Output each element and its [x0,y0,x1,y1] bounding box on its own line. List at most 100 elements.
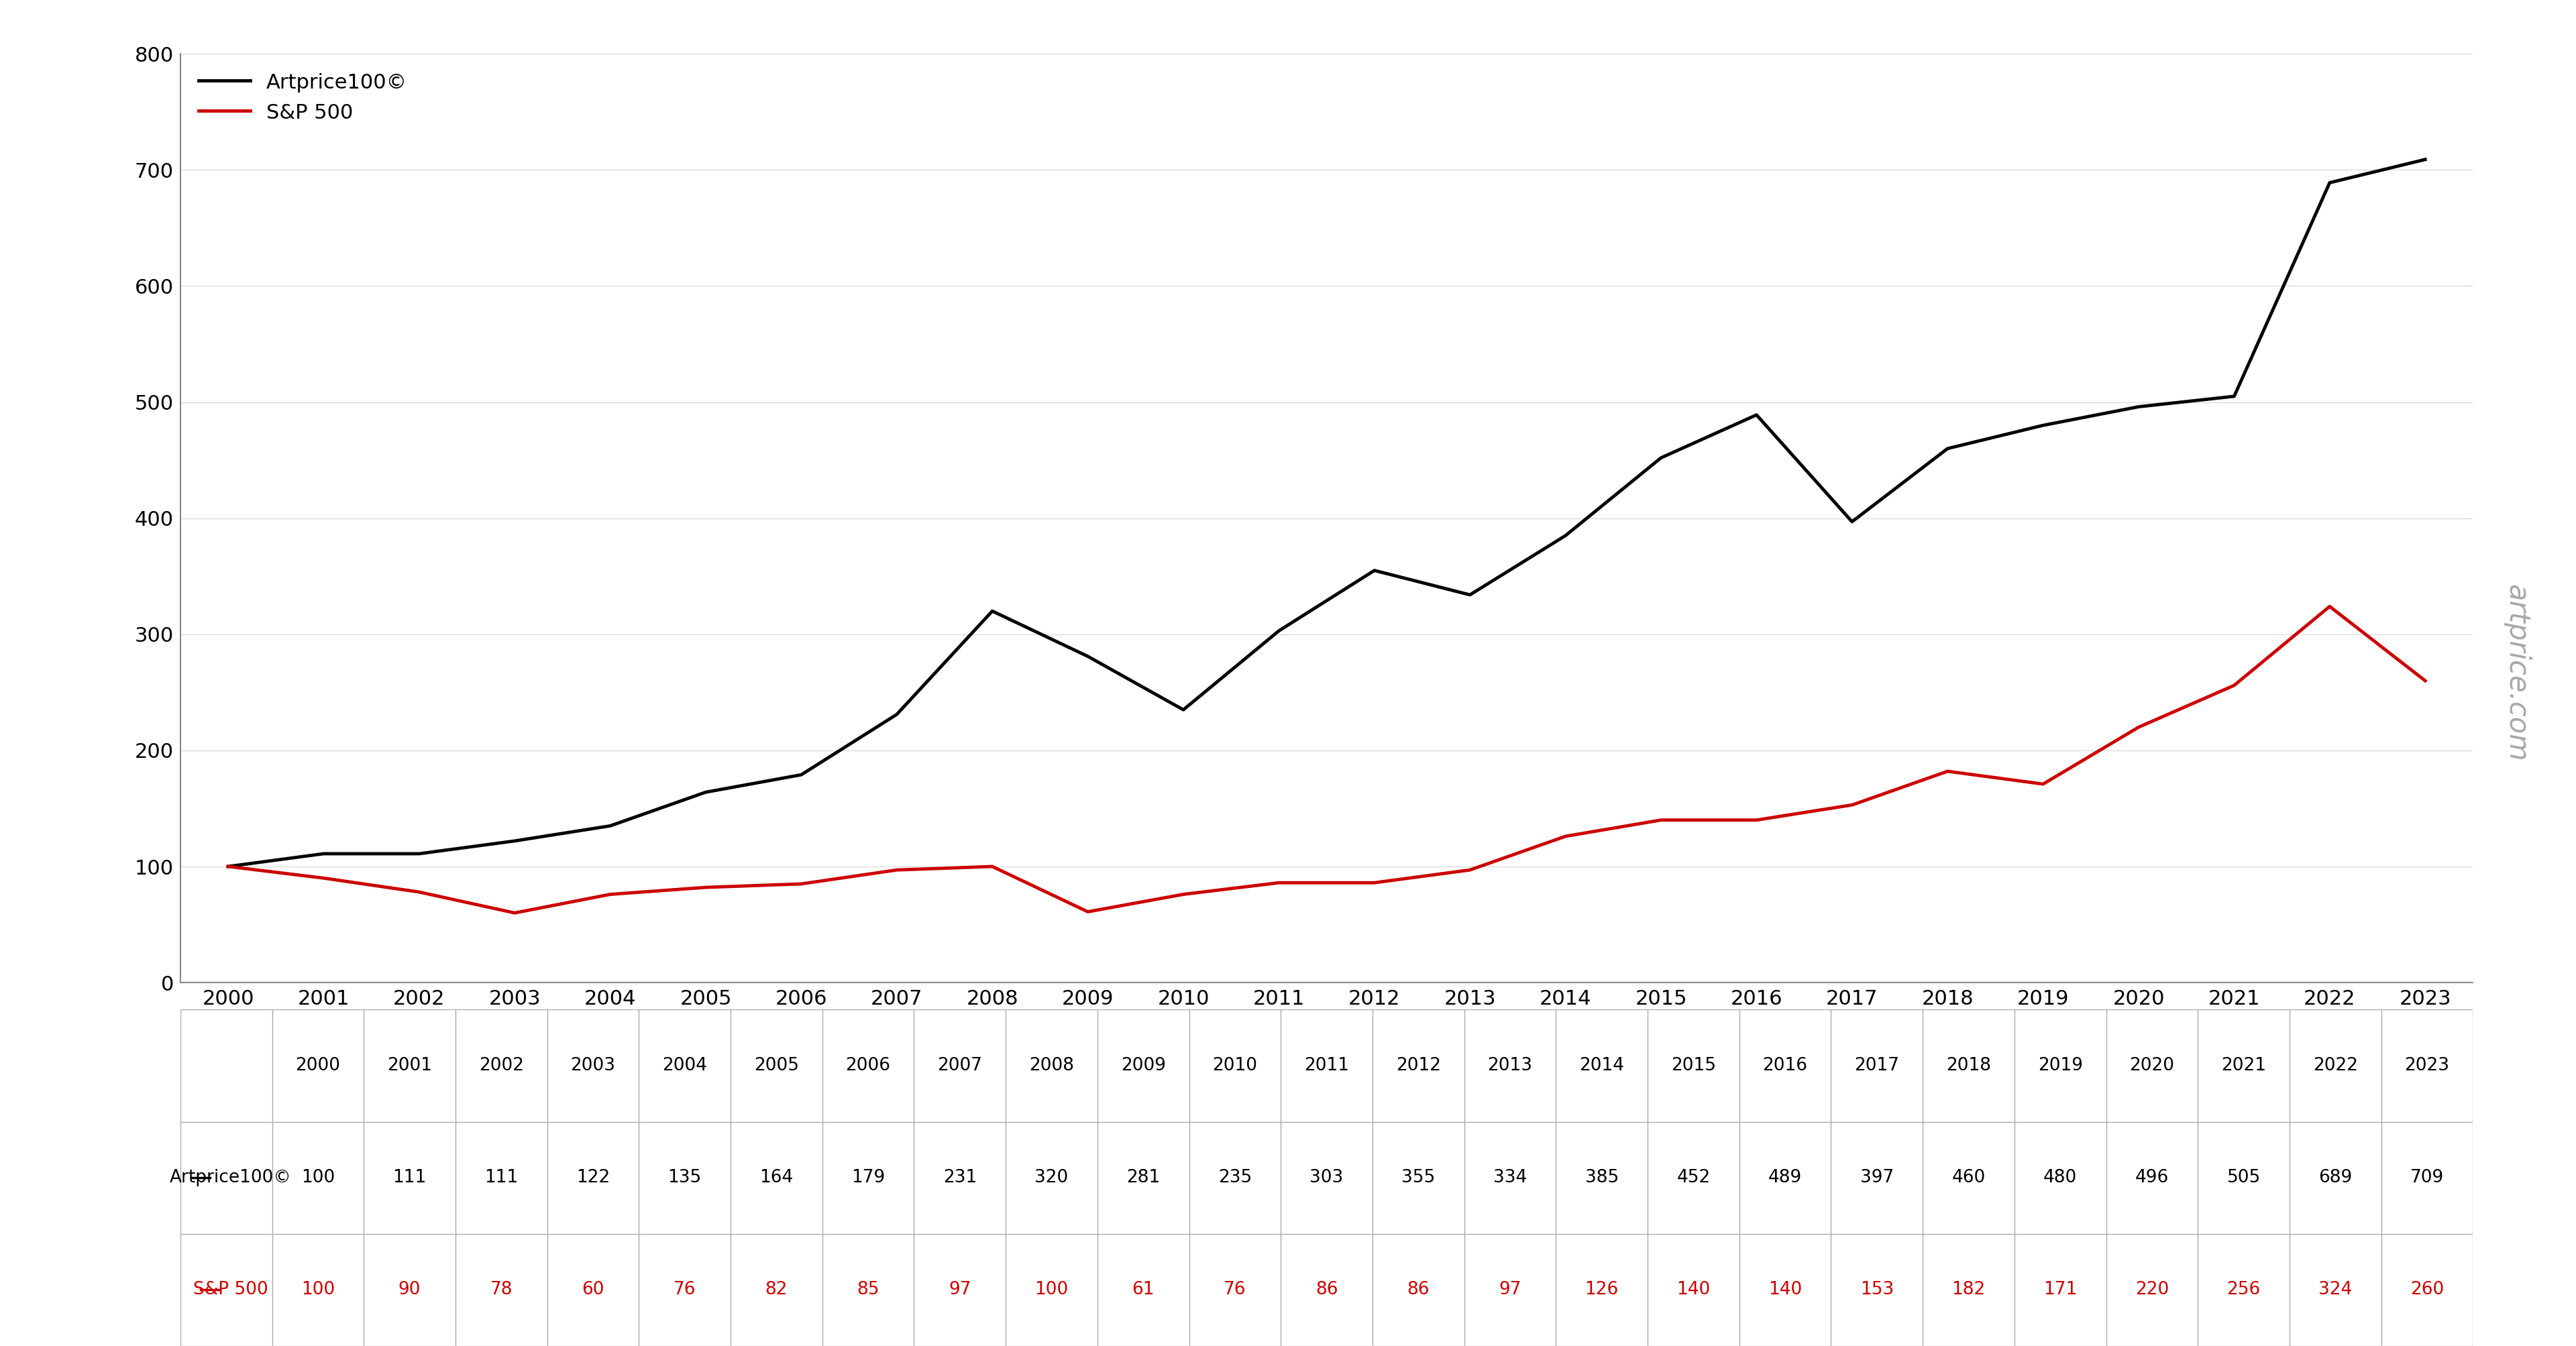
Artprice100© [2409,151,2439,167]
S&P 500 [976,859,1007,875]
Text: 140: 140 [1767,1281,1803,1299]
Artprice100© [595,818,626,835]
Text: 2019: 2019 [2038,1057,2084,1074]
S&P 500 [1262,875,1293,891]
Text: 260: 260 [2411,1281,2445,1299]
Artprice100© [1167,701,1198,717]
Text: 76: 76 [672,1281,696,1299]
S&P 500 [2027,777,2058,793]
S&P 500 [786,876,817,892]
Text: 2018: 2018 [1945,1057,1991,1074]
Text: 496: 496 [2136,1170,2169,1186]
Text: 135: 135 [667,1170,701,1186]
Text: 2017: 2017 [1855,1057,1899,1074]
Text: 86: 86 [1406,1281,1430,1299]
Text: 452: 452 [1677,1170,1710,1186]
Text: 320: 320 [1036,1170,1069,1186]
Text: 231: 231 [943,1170,976,1186]
S&P 500 [404,884,435,900]
Text: 2002: 2002 [479,1057,523,1074]
Text: 324: 324 [2318,1281,2352,1299]
Text: 2016: 2016 [1762,1057,1808,1074]
Text: 2015: 2015 [1672,1057,1716,1074]
Text: 489: 489 [1767,1170,1803,1186]
Text: 385: 385 [1584,1170,1618,1186]
Artprice100© [500,833,531,849]
Text: 709: 709 [2411,1170,2445,1186]
Artprice100© [881,707,912,723]
S&P 500 [1837,797,1868,813]
Text: S&P 500: S&P 500 [193,1281,268,1299]
Text: 2005: 2005 [755,1057,799,1074]
Artprice100© [1551,528,1582,544]
Text: 140: 140 [1677,1281,1710,1299]
Text: 281: 281 [1126,1170,1159,1186]
S&P 500 [2123,719,2154,735]
Text: 76: 76 [1224,1281,1247,1299]
Text: 100: 100 [301,1281,335,1299]
Artprice100© [214,859,245,875]
Text: 689: 689 [2318,1170,2352,1186]
S&P 500 [2409,673,2439,689]
S&P 500 [1646,812,1677,828]
Text: 2009: 2009 [1121,1057,1167,1074]
S&P 500 [1741,812,1772,828]
Text: 480: 480 [2043,1170,2076,1186]
Artprice100© [1932,440,1963,456]
Text: 397: 397 [1860,1170,1893,1186]
S&P 500 [1360,875,1391,891]
Artprice100© [976,603,1007,619]
Text: 355: 355 [1401,1170,1435,1186]
Artprice100© [1455,587,1486,603]
S&P 500 [1551,828,1582,844]
S&P 500 [1167,886,1198,902]
Text: artprice.com: artprice.com [2504,584,2530,762]
Text: 256: 256 [2226,1281,2262,1299]
Text: 61: 61 [1131,1281,1154,1299]
Text: 100: 100 [301,1170,335,1186]
Text: 179: 179 [850,1170,886,1186]
Text: 97: 97 [1499,1281,1522,1299]
Text: 2012: 2012 [1396,1057,1440,1074]
Text: 182: 182 [1953,1281,1986,1299]
Text: 60: 60 [582,1281,605,1299]
Artprice100© [1837,514,1868,530]
Text: 78: 78 [489,1281,513,1299]
S&P 500 [1455,861,1486,878]
Artprice100© [2218,388,2249,404]
Text: 2022: 2022 [2313,1057,2357,1074]
Text: 2006: 2006 [845,1057,891,1074]
S&P 500 [2218,677,2249,693]
Text: 86: 86 [1316,1281,1337,1299]
S&P 500 [1072,903,1103,919]
Text: 2020: 2020 [2130,1057,2174,1074]
Text: 164: 164 [760,1170,793,1186]
Artprice100© [1646,450,1677,466]
Text: 235: 235 [1218,1170,1252,1186]
Text: 2003: 2003 [569,1057,616,1074]
Artprice100© [309,845,340,861]
Text: 2014: 2014 [1579,1057,1625,1074]
Text: 2011: 2011 [1303,1057,1350,1074]
Text: 505: 505 [2226,1170,2262,1186]
S&P 500 [500,905,531,921]
Text: 2007: 2007 [938,1057,981,1074]
Line: Artprice100©: Artprice100© [229,159,2424,867]
Artprice100© [1262,623,1293,639]
Text: 97: 97 [948,1281,971,1299]
S&P 500 [881,861,912,878]
Line: S&P 500: S&P 500 [229,607,2424,913]
Text: 2004: 2004 [662,1057,708,1074]
Artprice100© [1360,563,1391,579]
Text: 85: 85 [858,1281,878,1299]
Artprice100© [1741,406,1772,423]
S&P 500 [309,870,340,886]
Text: 2010: 2010 [1213,1057,1257,1074]
S&P 500 [1932,763,1963,779]
S&P 500 [214,859,245,875]
Text: 334: 334 [1494,1170,1528,1186]
Text: 2000: 2000 [296,1057,340,1074]
S&P 500 [595,886,626,902]
Text: 90: 90 [399,1281,420,1299]
Text: 171: 171 [2043,1281,2076,1299]
